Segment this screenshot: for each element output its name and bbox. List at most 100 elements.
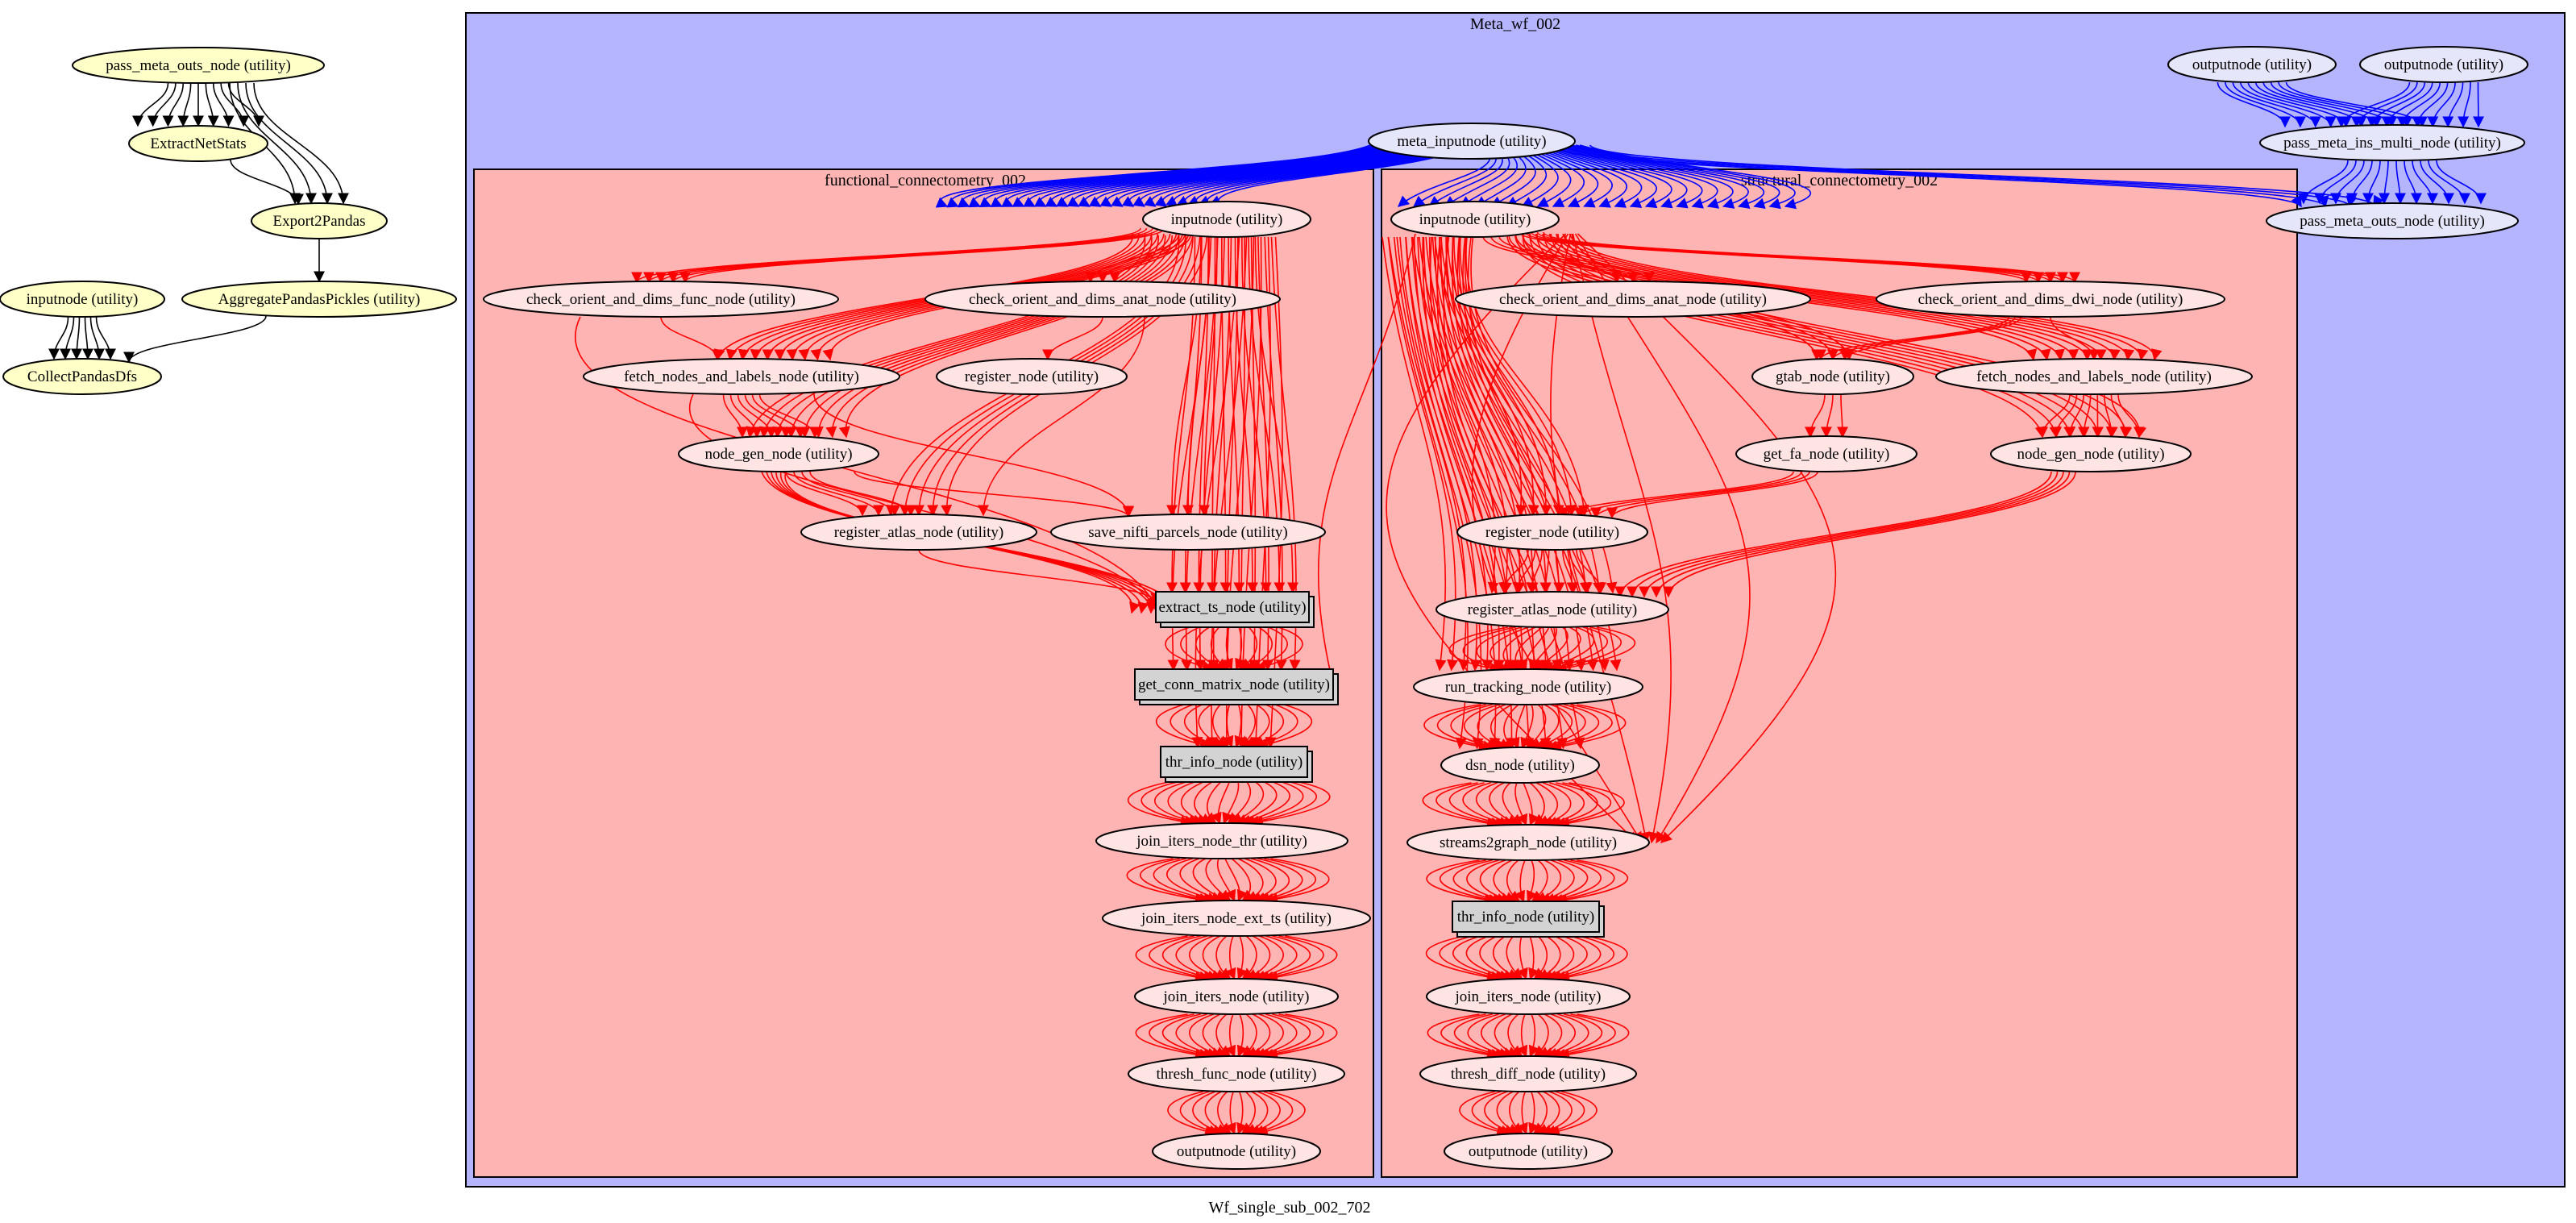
edge-red	[1149, 935, 1211, 983]
edge-blue	[1552, 144, 2302, 208]
edge-red	[1562, 233, 2149, 361]
node-aggregate-pandas-pickles[interactable]: AggregatePandasPickles (utility)	[181, 281, 457, 318]
node-f-check-orient-anat[interactable]: check_orient_and_dims_anat_node (utility…	[924, 281, 1281, 318]
node-f-register-node[interactable]: register_node (utility)	[936, 358, 1128, 395]
edge-red	[1543, 231, 2080, 284]
edge-red	[2104, 393, 2117, 439]
edge-red	[1236, 935, 1248, 980]
edge-red	[1463, 704, 1503, 751]
node-pass-meta-ins-multi[interactable]: pass_meta_ins_multi_node (utility)	[2259, 124, 2525, 161]
edge-red	[1553, 782, 1612, 829]
node-s-dsn[interactable]: dsn_node (utility)	[1440, 747, 1600, 784]
edge-red	[1557, 233, 2118, 439]
node-s-run-tracking[interactable]: run_tracking_node (utility)	[1413, 668, 1643, 705]
edge-red	[1839, 316, 2022, 361]
edge-red	[1512, 549, 1536, 594]
node-pass-meta-outs-meta[interactable]: pass_meta_outs_node (utility)	[2266, 202, 2519, 239]
edge-red	[1149, 1013, 1211, 1060]
node-s-check-orient-dwi[interactable]: check_orient_and_dims_dwi_node (utility)	[1876, 281, 2225, 318]
edge-red	[1422, 782, 1498, 829]
node-inputnode-left[interactable]: inputnode (utility)	[0, 281, 165, 318]
node-s-join-iters[interactable]: join_iters_node (utility)	[1426, 978, 1631, 1015]
node-s-get-fa[interactable]: get_fa_node (utility)	[1735, 435, 1917, 472]
node-s-register-atlas[interactable]: register_atlas_node (utility)	[1435, 591, 1669, 628]
node-s-inputnode[interactable]: inputnode (utility)	[1390, 201, 1560, 238]
cluster-structural-label: structural_connectometry_002	[1741, 172, 1938, 189]
edge-blue	[2412, 160, 2438, 205]
edge-red	[1526, 549, 1543, 594]
edge-blue	[2379, 160, 2391, 205]
node-f-check-orient-func[interactable]: check_orient_and_dims_func_node (utility…	[483, 281, 839, 318]
edge-red	[1256, 1091, 1306, 1137]
edge-red	[1253, 623, 1303, 672]
edge-blue	[968, 144, 1382, 208]
node-f-outputnode[interactable]: outputnode (utility)	[1152, 1133, 1321, 1170]
edge-blue	[2240, 81, 2337, 128]
node-f-save-nifti[interactable]: save_nifti_parcels_node (utility)	[1050, 514, 1326, 551]
node-f-join-iters[interactable]: join_iters_node (utility)	[1134, 978, 1339, 1015]
node-pass-meta-outs-meta-label: pass_meta_outs_node (utility)	[2300, 213, 2485, 230]
node-f-inputnode[interactable]: inputnode (utility)	[1142, 201, 1311, 238]
node-f-thr-info[interactable]: thr_info_node (utility)	[1160, 746, 1313, 783]
node-outputnode-meta-a[interactable]: outputnode (utility)	[2167, 46, 2337, 83]
node-export2pandas[interactable]: Export2Pandas	[251, 202, 388, 239]
node-s-register-node[interactable]: register_node (utility)	[1456, 514, 1648, 551]
node-f-join-iters-ext-ts[interactable]: join_iters_node_ext_ts (utility)	[1102, 900, 1371, 937]
node-s-node-gen[interactable]: node_gen_node (utility)	[1990, 435, 2192, 472]
edge-red	[1265, 236, 1283, 749]
edge-black	[237, 82, 317, 205]
node-f-fetch-nodes[interactable]: fetch_nodes_and_labels_node (utility)	[583, 358, 900, 395]
edge-red	[1180, 623, 1219, 672]
edge-blue	[2232, 81, 2321, 128]
edge-red	[1236, 1013, 1248, 1058]
node-collect-pandas-dfs[interactable]: CollectPandasDfs	[2, 358, 162, 395]
edge-blue	[990, 144, 1390, 207]
edge-red	[1651, 471, 2071, 598]
edge-red	[1553, 933, 1615, 983]
edge-red	[812, 235, 1180, 439]
edge-red	[1175, 1013, 1219, 1059]
node-s-thresh-diff-label: thresh_diff_node (utility)	[1451, 1066, 1606, 1083]
node-s-streams2graph-label: streams2graph_node (utility)	[1440, 834, 1617, 851]
node-f-join-iters-thr[interactable]: join_iters_node_thr (utility)	[1095, 822, 1348, 859]
node-f-get-conn-matrix[interactable]: get_conn_matrix_node (utility)	[1134, 668, 1339, 705]
edge-red	[1435, 782, 1503, 829]
node-f-register-atlas[interactable]: register_atlas_node (utility)	[800, 514, 1037, 551]
edge-blue	[1536, 144, 1643, 208]
edge-red	[729, 393, 762, 439]
edge-red	[660, 316, 723, 361]
edge-red	[1447, 236, 1552, 517]
edge-red	[1489, 782, 1519, 826]
node-s-streams2graph[interactable]: streams2graph_node (utility)	[1406, 824, 1650, 861]
node-extract-net-stats[interactable]: ExtractNetStats	[128, 125, 268, 162]
node-s-fetch-nodes[interactable]: fetch_nodes_and_labels_node (utility)	[1935, 358, 2253, 395]
edge-red	[1161, 1013, 1215, 1060]
edge-red	[1135, 1013, 1207, 1060]
node-pass-meta-outs-left[interactable]: pass_meta_outs_node (utility)	[72, 47, 325, 84]
node-s-join-iters-label: join_iters_node (utility)	[1454, 988, 1601, 1005]
edge-red	[785, 235, 1166, 439]
edge-blue	[1012, 144, 1398, 207]
edge-red	[1141, 778, 1197, 827]
node-outputnode-meta-b[interactable]: outputnode (utility)	[2359, 46, 2528, 83]
node-f-check-orient-anat-label: check_orient_and_dims_anat_node (utility…	[969, 291, 1236, 308]
edge-blue	[946, 144, 1375, 208]
node-f-thresh-func[interactable]: thresh_func_node (utility)	[1128, 1055, 1345, 1092]
edge-red	[772, 235, 1159, 439]
edge-red	[2050, 316, 2100, 361]
node-f-node-gen[interactable]: node_gen_node (utility)	[678, 435, 879, 472]
node-meta-inputnode[interactable]: meta_inputnode (utility)	[1368, 123, 1576, 160]
edge-red	[1462, 626, 1515, 674]
edge-red	[1528, 1013, 1539, 1058]
edge-red	[744, 393, 791, 439]
edge-red	[1161, 935, 1215, 983]
node-s-gtab[interactable]: gtab_node (utility)	[1751, 358, 1914, 395]
edge-red	[1261, 858, 1317, 905]
node-f-extract-ts[interactable]: extract_ts_node (utility)	[1155, 591, 1315, 628]
node-s-thr-info[interactable]: thr_info_node (utility)	[1452, 901, 1605, 938]
edge-blue	[1078, 144, 1421, 207]
node-s-thresh-diff[interactable]: thresh_diff_node (utility)	[1419, 1055, 1637, 1092]
node-s-outputnode[interactable]: outputnode (utility)	[1444, 1133, 1613, 1170]
edge-red	[1175, 935, 1219, 982]
node-s-check-orient-anat[interactable]: check_orient_and_dims_anat_node (utility…	[1455, 281, 1811, 318]
